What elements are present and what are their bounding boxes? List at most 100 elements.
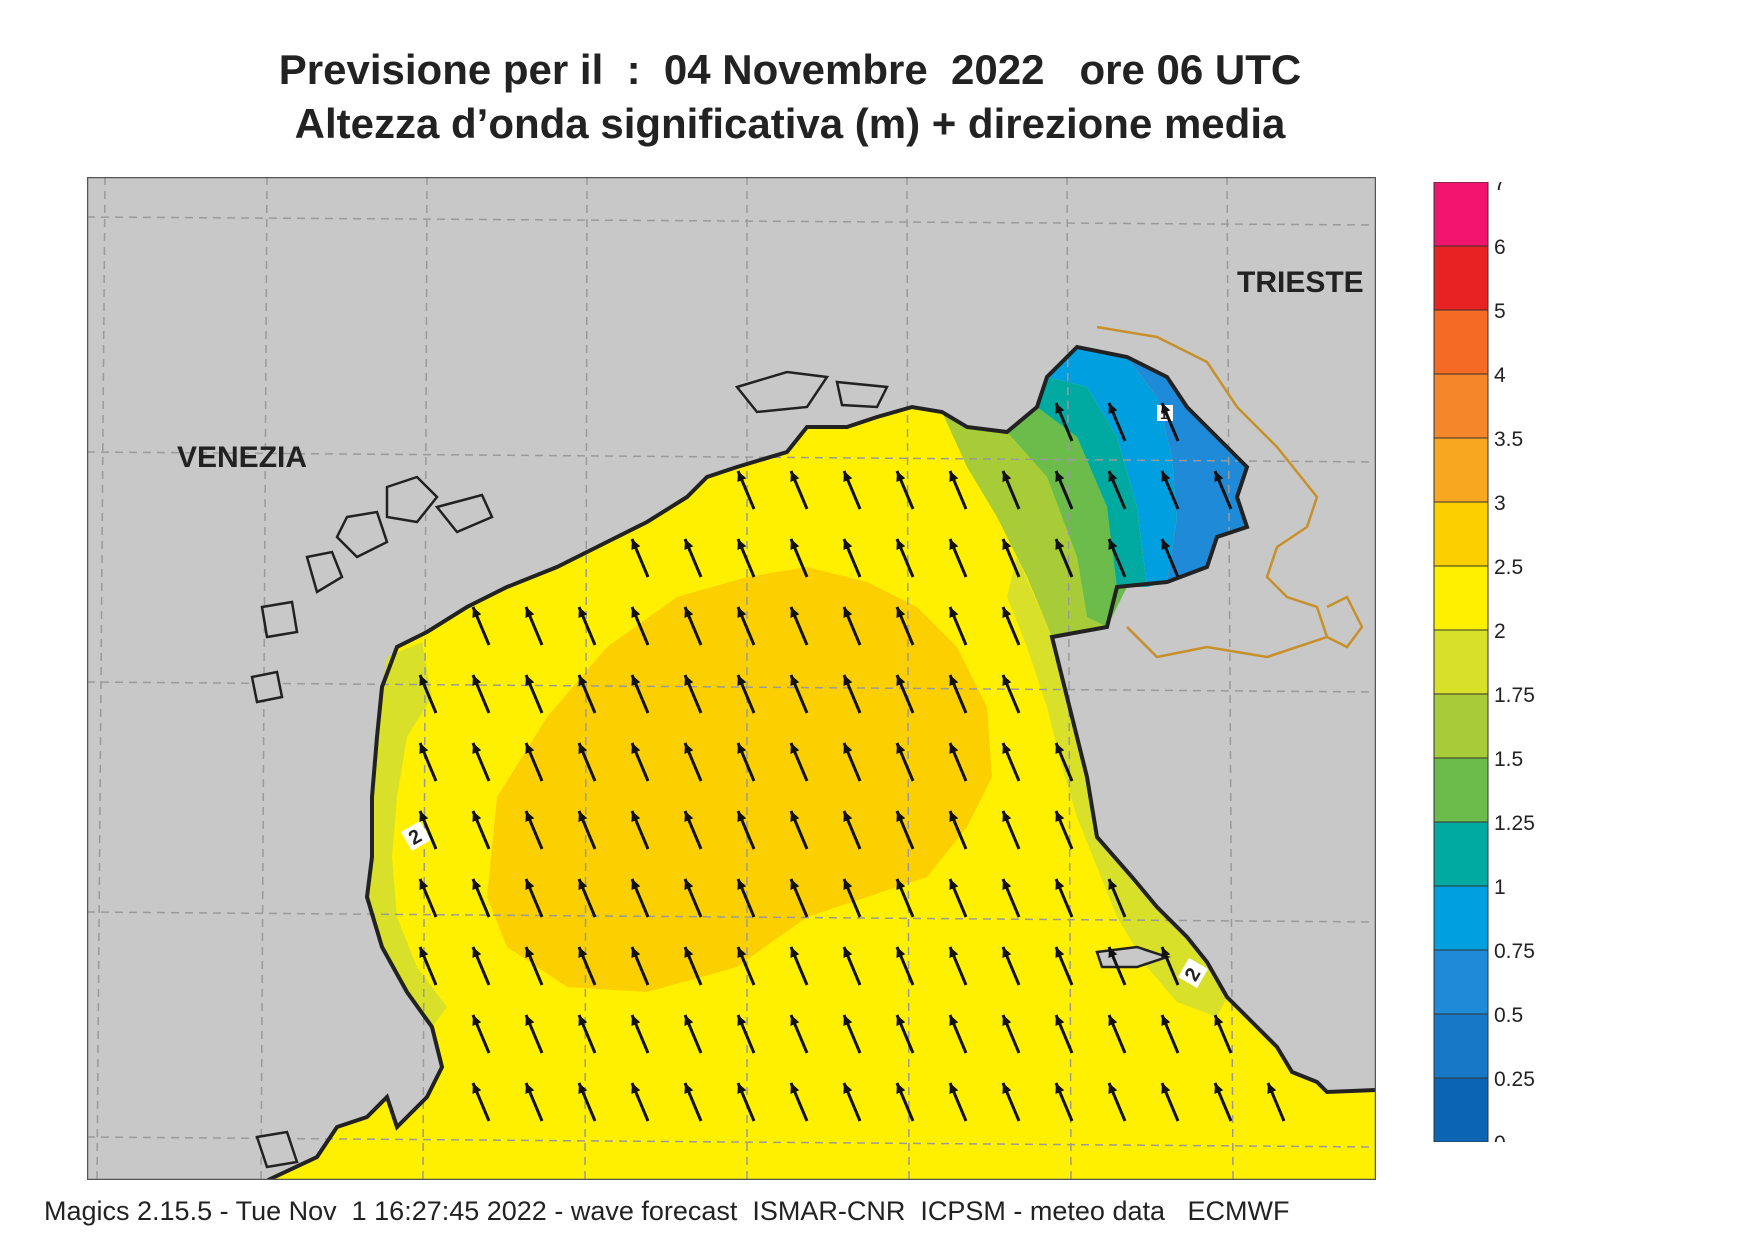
wave-arrow	[1160, 946, 1180, 986]
wave-arrow	[736, 538, 756, 578]
wave-arrow	[683, 742, 703, 782]
wave-arrow	[1001, 946, 1021, 986]
low-wave-zone-west	[369, 642, 447, 1027]
wave-arrow	[471, 1082, 491, 1122]
wave-arrow	[630, 1082, 650, 1122]
wave-arrow	[577, 674, 597, 714]
legend-tick-label: 3	[1494, 492, 1506, 515]
wave-arrow	[418, 810, 438, 850]
legend-swatch	[1433, 885, 1489, 951]
wave-arrow	[1054, 742, 1074, 782]
wave-arrow	[577, 1082, 597, 1122]
wave-arrow	[630, 878, 650, 918]
wave-arrow	[471, 878, 491, 918]
wave-arrow	[471, 606, 491, 646]
wave-arrow	[1001, 1014, 1021, 1054]
wave-direction-arrows	[418, 402, 1286, 1122]
wave-arrow	[524, 878, 544, 918]
wave-arrow	[895, 946, 915, 986]
legend-tick-label: 0.75	[1494, 940, 1535, 963]
wave-arrow	[1107, 470, 1127, 510]
legend-swatch	[1433, 501, 1489, 567]
wave-arrow	[1001, 606, 1021, 646]
wave-arrow	[418, 878, 438, 918]
wave-arrow	[895, 470, 915, 510]
place-label-trieste: TRIESTE	[1237, 266, 1364, 299]
wave-arrow	[683, 1014, 703, 1054]
wave-arrow	[789, 538, 809, 578]
wave-arrow	[524, 1082, 544, 1122]
wave-arrow	[577, 946, 597, 986]
legend-tick-label: 5	[1494, 300, 1506, 323]
wave-arrow	[1107, 946, 1127, 986]
wave-arrow	[683, 810, 703, 850]
wave-arrow	[1001, 878, 1021, 918]
wave-arrow	[577, 810, 597, 850]
wave-arrow	[895, 538, 915, 578]
legend-tick-label: 7	[1494, 182, 1506, 195]
wave-arrow	[736, 674, 756, 714]
legend-tick-labels: 7 6 5 4 3.5 3 2.5 2 1.75 1.5 1.25 1 0.75 0.5 0.25 0	[1494, 182, 1535, 1142]
legend-tick-label: 0	[1494, 1132, 1506, 1142]
wave-arrow	[895, 878, 915, 918]
wave-arrow	[789, 810, 809, 850]
wave-arrow	[948, 606, 968, 646]
wave-arrow	[842, 878, 862, 918]
legend-tick-label: 2	[1494, 620, 1506, 643]
color-scale-legend: 7 6 5 4 3.5 3 2.5 2 1.75 1.5 1.25 1 0.75 0.5 0.25 0	[1433, 182, 1535, 1142]
legend-swatch	[1433, 629, 1489, 695]
wave-arrow	[683, 946, 703, 986]
wave-arrow	[789, 470, 809, 510]
wave-arrow	[895, 1014, 915, 1054]
wave-arrow	[1107, 538, 1127, 578]
wave-arrow	[1054, 470, 1074, 510]
wave-arrow	[1266, 1082, 1286, 1122]
legend-tick-label: 1.25	[1494, 812, 1535, 835]
legend-swatch	[1433, 245, 1489, 311]
gradient-midgreen	[1007, 407, 1127, 627]
wave-arrow	[630, 1014, 650, 1054]
legend-swatch	[1433, 565, 1489, 631]
wave-arrow	[471, 674, 491, 714]
map-title: Previsione per il : 04 Novembre 2022 ore…	[278, 46, 1302, 93]
wave-arrow	[1107, 878, 1127, 918]
wave-arrow	[789, 946, 809, 986]
wave-arrow	[471, 810, 491, 850]
wave-arrow	[842, 538, 862, 578]
wave-arrow	[736, 946, 756, 986]
wave-arrow	[948, 878, 968, 918]
wave-arrow	[736, 742, 756, 782]
coastline	[267, 344, 1376, 1180]
wave-arrow	[1001, 810, 1021, 850]
wave-arrow	[418, 946, 438, 986]
wave-arrow	[895, 810, 915, 850]
wave-arrow	[789, 1014, 809, 1054]
wave-arrow	[948, 946, 968, 986]
wave-arrow	[630, 810, 650, 850]
legend-swatch	[1433, 437, 1489, 503]
wave-arrow	[471, 1014, 491, 1054]
wave-arrow	[789, 674, 809, 714]
wave-arrow	[1160, 470, 1180, 510]
legend-swatch	[1433, 757, 1489, 823]
legend-swatch	[1433, 182, 1489, 247]
wave-arrow	[1213, 1014, 1233, 1054]
wave-arrow	[736, 810, 756, 850]
wave-arrow	[630, 946, 650, 986]
wave-arrow	[842, 742, 862, 782]
wave-arrow	[736, 1014, 756, 1054]
legend-tick-label: 4	[1494, 364, 1506, 387]
gradient-lightblue	[1047, 347, 1177, 587]
wave-arrow	[789, 742, 809, 782]
legend-swatches	[1433, 182, 1489, 1142]
map-frame	[87, 177, 1376, 1180]
contour-labels: 2 2 1	[400, 405, 1209, 989]
wave-arrow	[524, 742, 544, 782]
wave-arrow	[630, 674, 650, 714]
wave-arrow	[1054, 810, 1074, 850]
wave-arrow	[842, 810, 862, 850]
wave-arrow	[948, 742, 968, 782]
wave-arrow	[1054, 946, 1074, 986]
wave-arrow	[577, 1014, 597, 1054]
wave-arrow	[1001, 742, 1021, 782]
